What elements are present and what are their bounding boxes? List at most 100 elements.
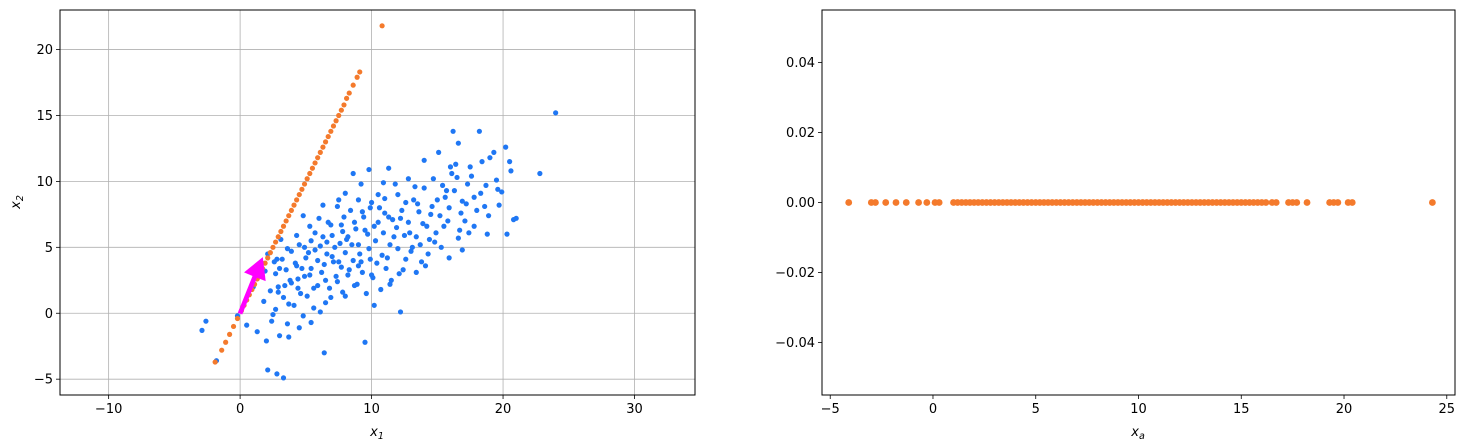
blue-data-point	[346, 267, 352, 273]
right-y-tick-label: 0.00	[786, 196, 815, 211]
blue-data-point	[350, 170, 356, 177]
blue-data-point	[286, 334, 292, 340]
blue-data-point	[474, 207, 480, 214]
blue-data-point	[491, 149, 497, 155]
blue-data-point	[408, 248, 414, 254]
blue-data-point	[496, 202, 502, 208]
blue-data-point	[510, 217, 517, 223]
blue-data-point	[362, 227, 368, 233]
left-y-tick-label: 20	[36, 43, 53, 58]
blue-data-point	[396, 271, 402, 277]
orange-projected-point	[354, 74, 360, 80]
blue-data-point	[308, 238, 314, 244]
blue-data-point	[464, 181, 471, 187]
blue-data-point	[376, 205, 383, 211]
blue-data-point	[476, 128, 482, 134]
orange-projected-point	[336, 112, 342, 119]
blue-data-point	[478, 190, 484, 196]
blue-data-point	[342, 250, 348, 256]
orange-projected-point	[296, 191, 302, 198]
blue-data-point	[283, 267, 289, 273]
blue-data-point	[380, 180, 387, 186]
blue-data-point	[345, 234, 351, 240]
blue-data-point	[325, 219, 331, 225]
blue-data-point	[372, 238, 379, 244]
right-x-tick-label: 25	[1439, 402, 1456, 417]
blue-data-point	[276, 333, 283, 339]
left-grid	[60, 10, 695, 395]
orange-projected-point	[320, 144, 326, 150]
blue-data-point	[428, 211, 434, 217]
blue-data-point	[340, 289, 346, 295]
blue-data-point	[275, 289, 281, 295]
blue-data-point	[454, 174, 460, 181]
blue-data-point	[375, 219, 381, 225]
blue-data-point	[282, 282, 288, 289]
blue-data-point	[316, 215, 322, 221]
blue-data-point	[458, 210, 464, 216]
blue-data-point	[455, 140, 461, 146]
blue-data-point	[355, 263, 362, 269]
blue-data-point	[378, 286, 384, 293]
orange-1d-point	[892, 199, 900, 206]
orange-1d-point	[872, 199, 879, 206]
orange-projected-point	[333, 118, 339, 124]
blue-data-point	[342, 293, 348, 299]
blue-data-point	[366, 166, 372, 173]
blue-data-point	[363, 290, 369, 297]
blue-data-point	[418, 259, 425, 265]
blue-data-point	[319, 269, 325, 275]
blue-data-point	[375, 191, 381, 198]
blue-data-point	[301, 244, 308, 250]
blue-data-point	[504, 231, 510, 237]
blue-data-point	[471, 223, 477, 229]
blue-data-point	[358, 181, 364, 187]
blue-data-point	[362, 339, 368, 345]
blue-data-point	[395, 246, 401, 252]
right-y-tick-label: −0.02	[775, 266, 815, 281]
right-y-tick-label: 0.02	[786, 126, 815, 141]
blue-data-point	[457, 227, 463, 233]
blue-data-point	[347, 207, 354, 214]
blue-data-point	[387, 242, 393, 248]
right-x-tick-label: 5	[1032, 402, 1040, 417]
blue-data-point	[424, 223, 430, 229]
orange-projected-point	[273, 239, 279, 245]
blue-data-point	[374, 260, 380, 266]
blue-data-point	[442, 194, 448, 200]
blue-data-point	[383, 265, 389, 272]
blue-data-point	[380, 230, 387, 236]
left-y-axis-label: x2	[9, 195, 26, 210]
blue-data-point	[270, 311, 276, 318]
blue-data-point	[412, 184, 418, 190]
right-points	[845, 199, 1436, 206]
blue-data-point	[432, 239, 438, 245]
blue-data-point	[315, 257, 321, 264]
blue-data-point	[390, 217, 396, 223]
blue-data-point	[395, 191, 401, 198]
left-plot-frame	[60, 10, 695, 395]
orange-projected-point	[344, 95, 350, 101]
blue-data-point	[416, 209, 422, 215]
blue-data-point	[338, 264, 344, 270]
blue-data-point	[267, 288, 273, 294]
left-y-tick-label: −5	[34, 373, 53, 388]
blue-data-point	[387, 281, 393, 287]
orange-projected-point	[330, 123, 337, 129]
orange-projected-point	[267, 250, 273, 256]
right-x-tick-label: 15	[1233, 402, 1250, 417]
blue-data-point	[340, 228, 346, 235]
blue-data-point	[422, 263, 429, 269]
blue-data-point	[261, 298, 267, 304]
blue-data-point	[493, 177, 500, 183]
blue-data-point	[359, 269, 365, 275]
blue-data-point	[507, 159, 513, 165]
blue-data-point	[295, 276, 301, 282]
blue-data-point	[336, 259, 342, 265]
left-x-tick-label: −10	[95, 402, 122, 417]
blue-data-point	[503, 144, 509, 150]
orange-1d-point	[1272, 199, 1280, 206]
blue-data-point	[203, 318, 209, 324]
orange-projected-point	[307, 170, 313, 177]
blue-data-point	[332, 244, 338, 250]
